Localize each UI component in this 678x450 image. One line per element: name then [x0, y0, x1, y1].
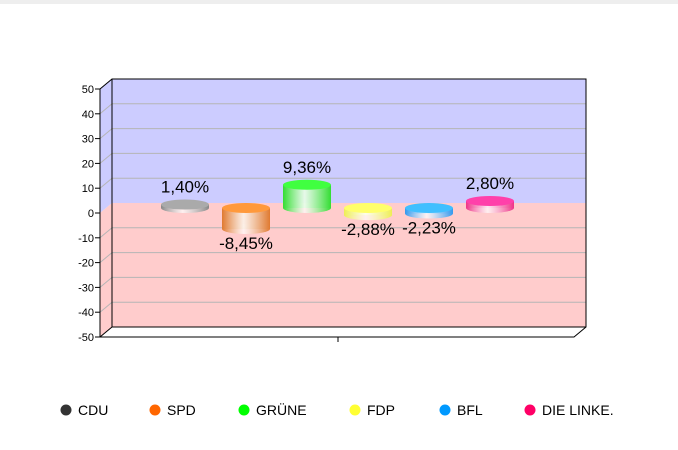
y-tick-label: 50 — [82, 84, 94, 96]
y-tick-label: -40 — [78, 307, 94, 319]
y-tick-label: 40 — [82, 109, 94, 121]
bar-top — [466, 196, 514, 207]
gridline-side — [99, 103, 113, 115]
gridline-side — [99, 227, 113, 239]
bar — [283, 184, 331, 208]
data-label: 1,40% — [161, 178, 209, 197]
legend-marker-5 — [524, 404, 536, 416]
y-tick-label: -50 — [78, 332, 94, 344]
top-bar — [0, 0, 678, 4]
legend-label: FDP — [367, 402, 395, 418]
legend-marker-3 — [349, 404, 361, 416]
back-wall-negative — [112, 203, 586, 327]
legend-label: CDU — [78, 402, 108, 418]
y-tick-label: -20 — [78, 258, 94, 270]
legend-label: SPD — [167, 402, 196, 418]
bar-top — [222, 203, 270, 213]
y-tick-label: 30 — [82, 134, 94, 146]
plot-frame — [98, 78, 587, 338]
bar-top — [283, 179, 331, 190]
data-label: -2,88% — [341, 220, 395, 239]
legend-marker-2 — [238, 404, 250, 416]
legend-label: GRÜNE — [256, 401, 307, 418]
gridline-side — [99, 301, 113, 313]
legend-marker-1 — [149, 404, 161, 416]
legend-marker-4 — [439, 404, 451, 416]
y-tick-label: 10 — [82, 183, 94, 195]
gridline-side — [99, 277, 113, 288]
back-wall-positive — [112, 79, 586, 203]
y-tick-label: -10 — [78, 233, 94, 245]
legend-label: BFL — [457, 402, 483, 418]
gridline-side — [99, 177, 113, 189]
y-tick-label: 20 — [82, 158, 94, 170]
legend-marker-0 — [60, 404, 72, 416]
bar — [222, 208, 270, 229]
legend-label: DIE LINKE. — [542, 402, 614, 418]
data-label: -8,45% — [219, 234, 273, 253]
data-label: 9,36% — [283, 158, 331, 177]
y-tick-label: -30 — [78, 282, 94, 294]
bar-top — [161, 199, 209, 210]
side-wall-positive — [100, 79, 112, 213]
bar-top — [344, 203, 392, 213]
gridline-side — [99, 128, 113, 139]
data-label: -2,23% — [402, 219, 456, 238]
data-label: 2,80% — [466, 174, 514, 193]
gridline-side — [99, 153, 113, 164]
bar-top — [405, 203, 453, 213]
gridline-side — [99, 252, 113, 263]
side-wall-negative — [100, 203, 112, 337]
y-tick-label: 0 — [88, 208, 94, 220]
